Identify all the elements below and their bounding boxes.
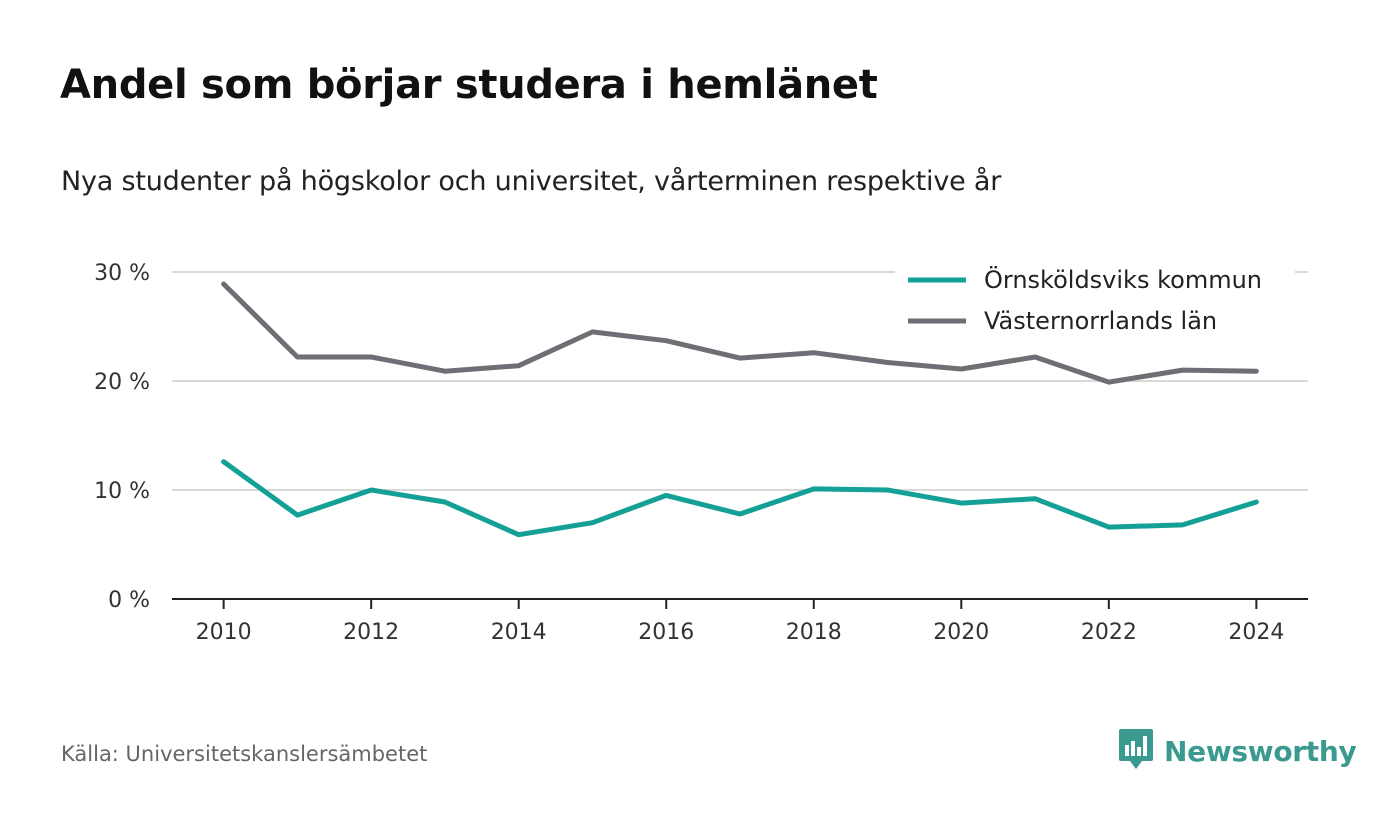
brand-logo[interactable]: Newsworthy <box>1118 727 1357 775</box>
x-tick-label: 2022 <box>1081 620 1137 645</box>
y-tick-label: 10 % <box>94 479 150 504</box>
series-lines <box>221 281 1259 538</box>
x-tick-label: 2010 <box>196 620 252 645</box>
legend-label: Örnsköldsviks kommun <box>984 265 1262 294</box>
x-axis-ticks: 2010 2012 2014 2016 2018 2020 2022 2024 <box>196 599 1284 645</box>
y-tick-label: 20 % <box>94 370 150 395</box>
y-tick-label: 0 % <box>108 588 150 613</box>
x-tick-label: 2012 <box>343 620 399 645</box>
series-line-2 <box>221 281 1259 385</box>
series-line-1 <box>221 459 1259 538</box>
chart-subtitle: Nya studenter på högskolor och universit… <box>61 166 1002 197</box>
x-tick-label: 2018 <box>786 620 842 645</box>
source-note: Källa: Universitetskanslersämbetet <box>61 742 428 766</box>
brand-name: Newsworthy <box>1164 734 1357 768</box>
chart-title: Andel som börjar studera i hemlänet <box>60 62 878 108</box>
x-tick-label: 2024 <box>1228 620 1284 645</box>
x-tick-label: 2014 <box>491 620 547 645</box>
x-tick-label: 2020 <box>933 620 989 645</box>
x-tick-label: 2016 <box>638 620 694 645</box>
y-tick-label: 30 % <box>94 261 150 286</box>
y-axis-ticks: 0 % 10 % 20 % 30 % <box>94 261 150 613</box>
newsworthy-logo-icon <box>1118 727 1154 775</box>
legend: Örnsköldsviks kommun Västernorrlands län <box>895 256 1295 346</box>
legend-label: Västernorrlands län <box>984 307 1217 335</box>
legend-background <box>895 256 1295 346</box>
